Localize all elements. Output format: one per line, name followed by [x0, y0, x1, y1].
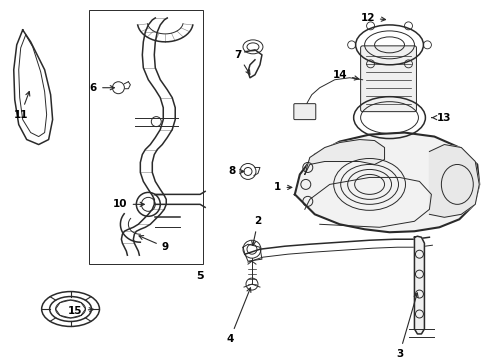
- Text: 2: 2: [252, 216, 262, 245]
- Text: 5: 5: [196, 271, 204, 281]
- Text: 14: 14: [332, 70, 359, 80]
- FancyBboxPatch shape: [294, 104, 316, 120]
- Text: 6: 6: [90, 83, 114, 93]
- FancyBboxPatch shape: [361, 46, 416, 112]
- Text: 9: 9: [139, 235, 169, 252]
- Text: 10: 10: [113, 199, 144, 210]
- Bar: [89, 10, 203, 264]
- Text: 3: 3: [396, 293, 418, 359]
- Text: 13: 13: [432, 113, 452, 123]
- Text: 15: 15: [68, 306, 94, 316]
- Text: 4: 4: [226, 288, 251, 344]
- Text: 12: 12: [360, 13, 386, 23]
- Polygon shape: [295, 132, 479, 232]
- Text: 11: 11: [13, 91, 30, 120]
- Text: 1: 1: [274, 183, 292, 192]
- Polygon shape: [429, 144, 479, 217]
- Polygon shape: [415, 236, 424, 334]
- Text: 8: 8: [228, 166, 244, 176]
- Text: 7: 7: [234, 50, 250, 74]
- Polygon shape: [305, 140, 385, 175]
